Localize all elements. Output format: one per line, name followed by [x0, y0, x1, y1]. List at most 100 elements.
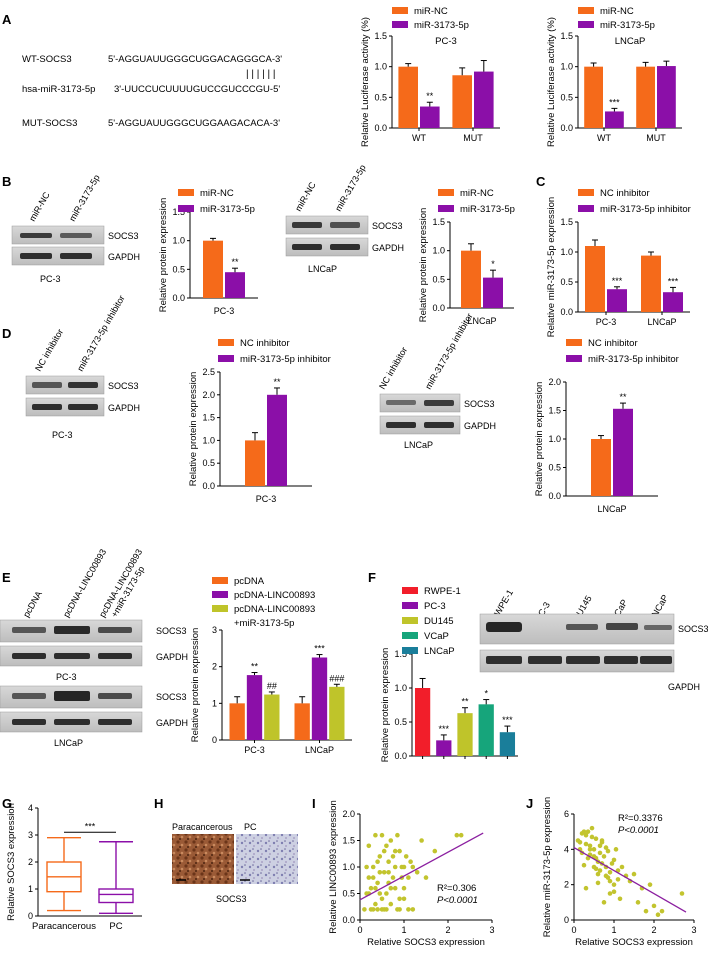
x-tick-label: Paracancerous — [32, 921, 96, 932]
x-axis-title: PC-3 — [214, 306, 235, 316]
band — [606, 623, 638, 630]
band — [12, 627, 46, 633]
band — [330, 244, 360, 250]
lane-label: miR-3173-5p inhibitor — [423, 311, 475, 391]
band — [424, 422, 454, 428]
legend-label: +miR-3173-5p — [234, 618, 294, 629]
y-tick-label: 0.0 — [548, 491, 561, 501]
seq-mut: 5'-AGGUAUUGGGCUGGAAGACACA-3' — [108, 118, 280, 129]
data-point — [401, 864, 407, 870]
protein-label: GAPDH — [156, 718, 188, 728]
bar — [246, 675, 263, 740]
data-point — [597, 850, 603, 856]
chart-title: PC-3 — [435, 36, 457, 47]
legend-swatch — [402, 602, 418, 609]
legend-swatch — [212, 577, 228, 584]
data-point — [591, 847, 597, 852]
data-point — [377, 891, 383, 896]
protein-label: GAPDH — [108, 252, 140, 262]
band — [424, 400, 454, 406]
data-point — [423, 875, 429, 880]
data-point — [392, 885, 398, 891]
protein-label: GAPDH — [156, 652, 188, 662]
data-point — [458, 832, 464, 838]
band — [566, 624, 598, 630]
y-tick-label: 1.5 — [374, 31, 387, 41]
data-point — [635, 900, 641, 905]
y-axis-label: Relative protein expression — [418, 208, 429, 323]
p-value-label: P<0.0001 — [618, 825, 659, 836]
legend-label: DU145 — [424, 616, 454, 627]
y-axis-label: Relative miR-3173-5p expression — [546, 197, 557, 337]
ihc-caption: SOCS3 — [216, 894, 247, 904]
x-tick-label: 0 — [571, 925, 576, 935]
y-tick-label: 2 — [28, 857, 33, 867]
significance-label: * — [484, 689, 488, 699]
data-point — [601, 854, 607, 859]
x-tick-label: WT — [412, 133, 426, 143]
panel-label-j: J — [526, 796, 533, 811]
protein-label: SOCS3 — [678, 624, 708, 634]
blot-strip — [379, 393, 461, 413]
y-tick-label: 0.5 — [342, 889, 355, 899]
data-point — [601, 900, 607, 905]
y-tick-label: 1.5 — [342, 836, 355, 846]
significance-label: ### — [329, 673, 344, 683]
data-point — [581, 862, 587, 868]
legend-label: miR-3173-5p — [200, 204, 255, 215]
data-point — [377, 870, 383, 875]
y-tick-label: 2.0 — [342, 809, 355, 819]
x-tick-label: LNCaP — [647, 317, 676, 327]
chart-title: LNCaP — [615, 36, 646, 47]
lane-label: NC inhibitor — [377, 345, 409, 391]
seq-name-wt: WT-SOCS3 — [22, 54, 72, 65]
panel-label-i: I — [312, 796, 316, 811]
x-axis-title: PC-3 — [256, 494, 277, 504]
data-point — [609, 861, 615, 866]
protein-label: SOCS3 — [372, 221, 403, 231]
data-point — [384, 843, 389, 849]
bar — [452, 75, 472, 128]
protein-label: GAPDH — [464, 421, 496, 431]
data-point — [373, 832, 378, 838]
data-point — [386, 859, 391, 864]
band — [60, 253, 92, 259]
data-point — [392, 864, 398, 870]
bar — [499, 732, 516, 756]
x-axis-label: Relative SOCS3 expression — [367, 937, 485, 948]
data-point — [647, 882, 653, 887]
y-tick-label: 2 — [564, 880, 569, 890]
y-tick-label: 0.5 — [394, 717, 407, 727]
x-tick-label: 2 — [445, 925, 450, 935]
panel-label-g: G — [2, 796, 12, 811]
y-tick-label: 1.0 — [560, 247, 573, 257]
data-point — [375, 880, 380, 886]
legend-swatch — [566, 355, 582, 362]
bar — [584, 66, 603, 128]
data-point — [597, 843, 603, 849]
band — [566, 656, 600, 664]
legend-label: miR-NC — [600, 6, 634, 17]
y-tick-label: 1.0 — [202, 435, 215, 445]
legend-label: miR-NC — [460, 188, 494, 199]
panel-label-b: B — [2, 174, 11, 189]
legend-swatch — [438, 189, 454, 196]
lane-label: miR-3173-5p inhibitor — [75, 293, 127, 373]
bar — [414, 688, 431, 756]
data-point — [403, 854, 409, 859]
cell-line-label: PC-3 — [40, 274, 61, 284]
data-point — [370, 907, 376, 912]
legend-label: pcDNA — [234, 576, 265, 587]
bar — [329, 686, 345, 740]
y-tick-label: 0.0 — [432, 303, 445, 313]
band — [486, 622, 522, 632]
y-tick-label: 1.0 — [560, 62, 573, 72]
data-point — [619, 864, 625, 870]
data-point — [595, 880, 601, 886]
significance-label: * — [491, 259, 495, 269]
legend-swatch — [578, 205, 594, 212]
legend-label: miR-NC — [200, 188, 234, 199]
bar — [245, 440, 265, 486]
